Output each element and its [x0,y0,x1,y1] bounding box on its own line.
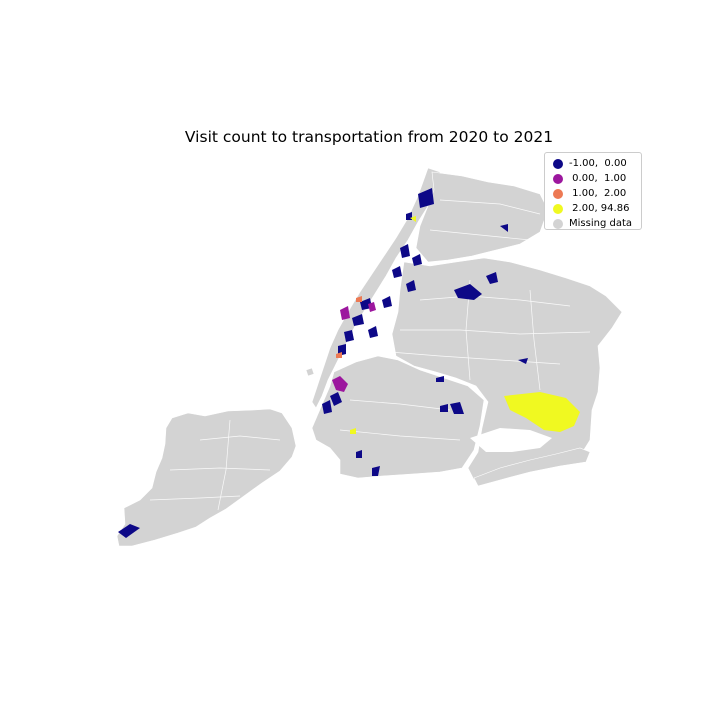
map-title: Visit count to transportation from 2020 … [185,128,553,146]
legend-swatch-dot [553,173,563,184]
high-value-tracts [350,216,580,434]
brooklyn [311,355,485,479]
legend-item: 0.00, 1.00 [550,171,637,186]
rockaway [473,447,591,487]
legend-label: 2.00, 94.86 [569,203,630,214]
bronx [415,171,549,263]
staten-island [116,408,297,547]
orange-value-tracts [336,296,362,358]
legend-swatch-dot [553,203,563,214]
low-value-tracts [118,188,528,538]
legend-label: -1.00, 0.00 [569,158,627,169]
tract-boundaries [149,199,591,511]
roosevelt-island [305,367,315,377]
legend-item: Missing data [550,216,637,231]
mid-value-tracts [332,302,376,392]
legend-item: 2.00, 94.86 [550,201,637,216]
legend-swatch-dot [553,158,563,169]
legend-label: 0.00, 1.00 [569,173,627,184]
legend-label: Missing data [569,218,632,229]
jamaica-bay [470,428,552,452]
map-legend: -1.00, 0.00 0.00, 1.00 1.00, 2.00 2.00, … [544,152,642,230]
legend-swatch-dot [553,188,563,199]
legend-label: 1.00, 2.00 [569,188,627,199]
legend-swatch-dot [553,218,563,229]
legend-item: -1.00, 0.00 [550,156,637,171]
legend-item: 1.00, 2.00 [550,186,637,201]
